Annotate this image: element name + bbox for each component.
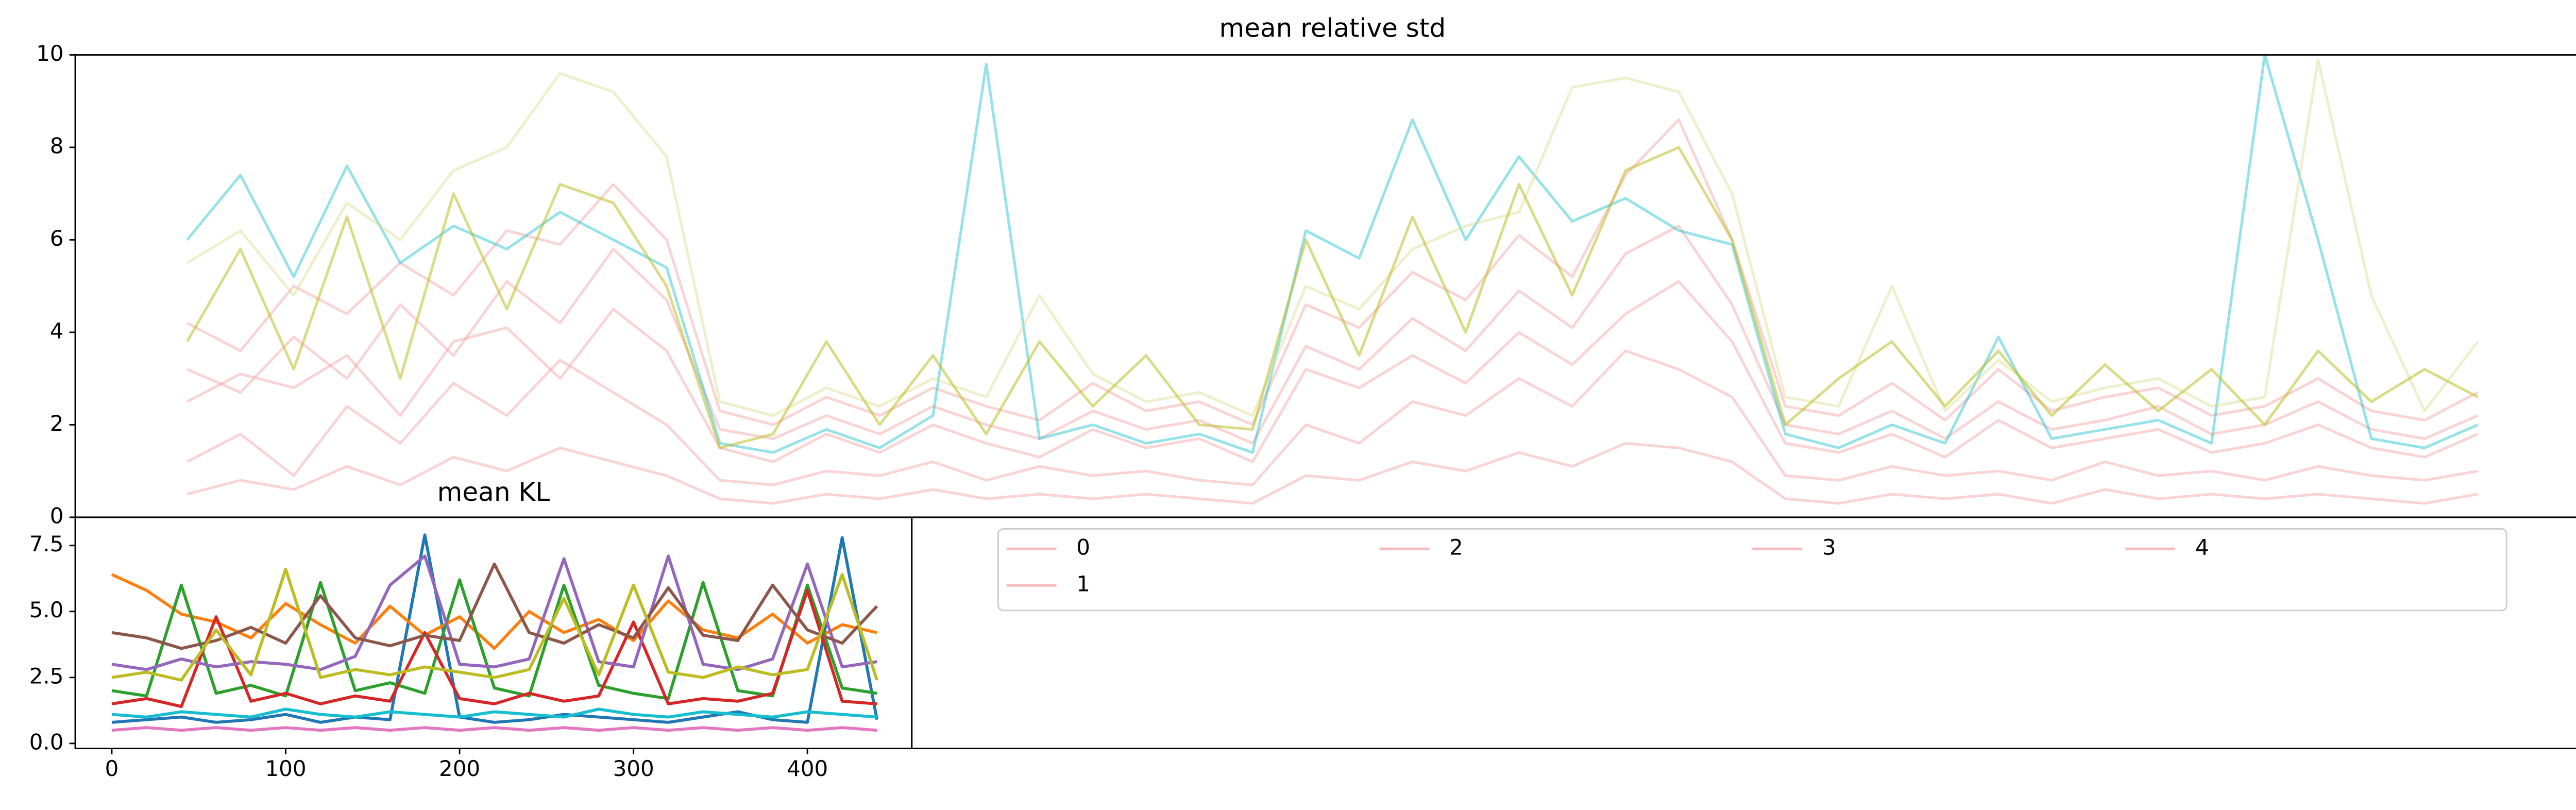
series-line — [111, 707, 877, 719]
axes-frame — [74, 516, 913, 750]
x-tick-label: 0 — [105, 756, 119, 781]
series-line — [111, 578, 877, 700]
axes-frame — [74, 54, 2576, 518]
series-line — [187, 442, 2478, 505]
series-line — [187, 280, 2479, 463]
x-tick-label: 100 — [265, 756, 306, 781]
series-line — [187, 224, 2479, 445]
y-tick-label: 5.0 — [29, 597, 64, 622]
y-tick-label: 6 — [50, 226, 64, 251]
legend-label: 0 — [1076, 535, 1090, 560]
x-tick-label: 200 — [439, 756, 480, 781]
y-tick-label: 2.5 — [29, 663, 64, 688]
y-tick-label: 7.5 — [29, 531, 64, 556]
series-line — [111, 554, 877, 671]
legend-box — [997, 528, 2507, 612]
y-tick-label: 0.0 — [29, 729, 64, 754]
axes-title: mean relative std — [1219, 13, 1446, 43]
x-tick-label: 400 — [787, 756, 828, 781]
legend-label: 3 — [1822, 535, 1836, 560]
series-line — [185, 146, 2479, 449]
legend-label: 1 — [1076, 571, 1090, 597]
y-tick-label: 2 — [50, 411, 64, 436]
series-line — [186, 55, 2479, 454]
series-line — [111, 562, 878, 650]
y-tick-label: 10 — [36, 41, 63, 66]
x-tick-label: 300 — [613, 756, 654, 781]
axes-title: mean KL — [437, 477, 550, 507]
y-tick-label: 0 — [50, 503, 64, 528]
series-line — [187, 118, 2479, 426]
y-tick-label: 4 — [50, 318, 64, 343]
y-tick-label: 8 — [50, 133, 64, 158]
series-line — [111, 588, 877, 708]
series-line — [111, 567, 878, 682]
series-line — [111, 726, 877, 732]
legend-label: 4 — [2195, 535, 2209, 560]
series-line — [187, 349, 2478, 486]
legend-label: 2 — [1449, 535, 1463, 560]
